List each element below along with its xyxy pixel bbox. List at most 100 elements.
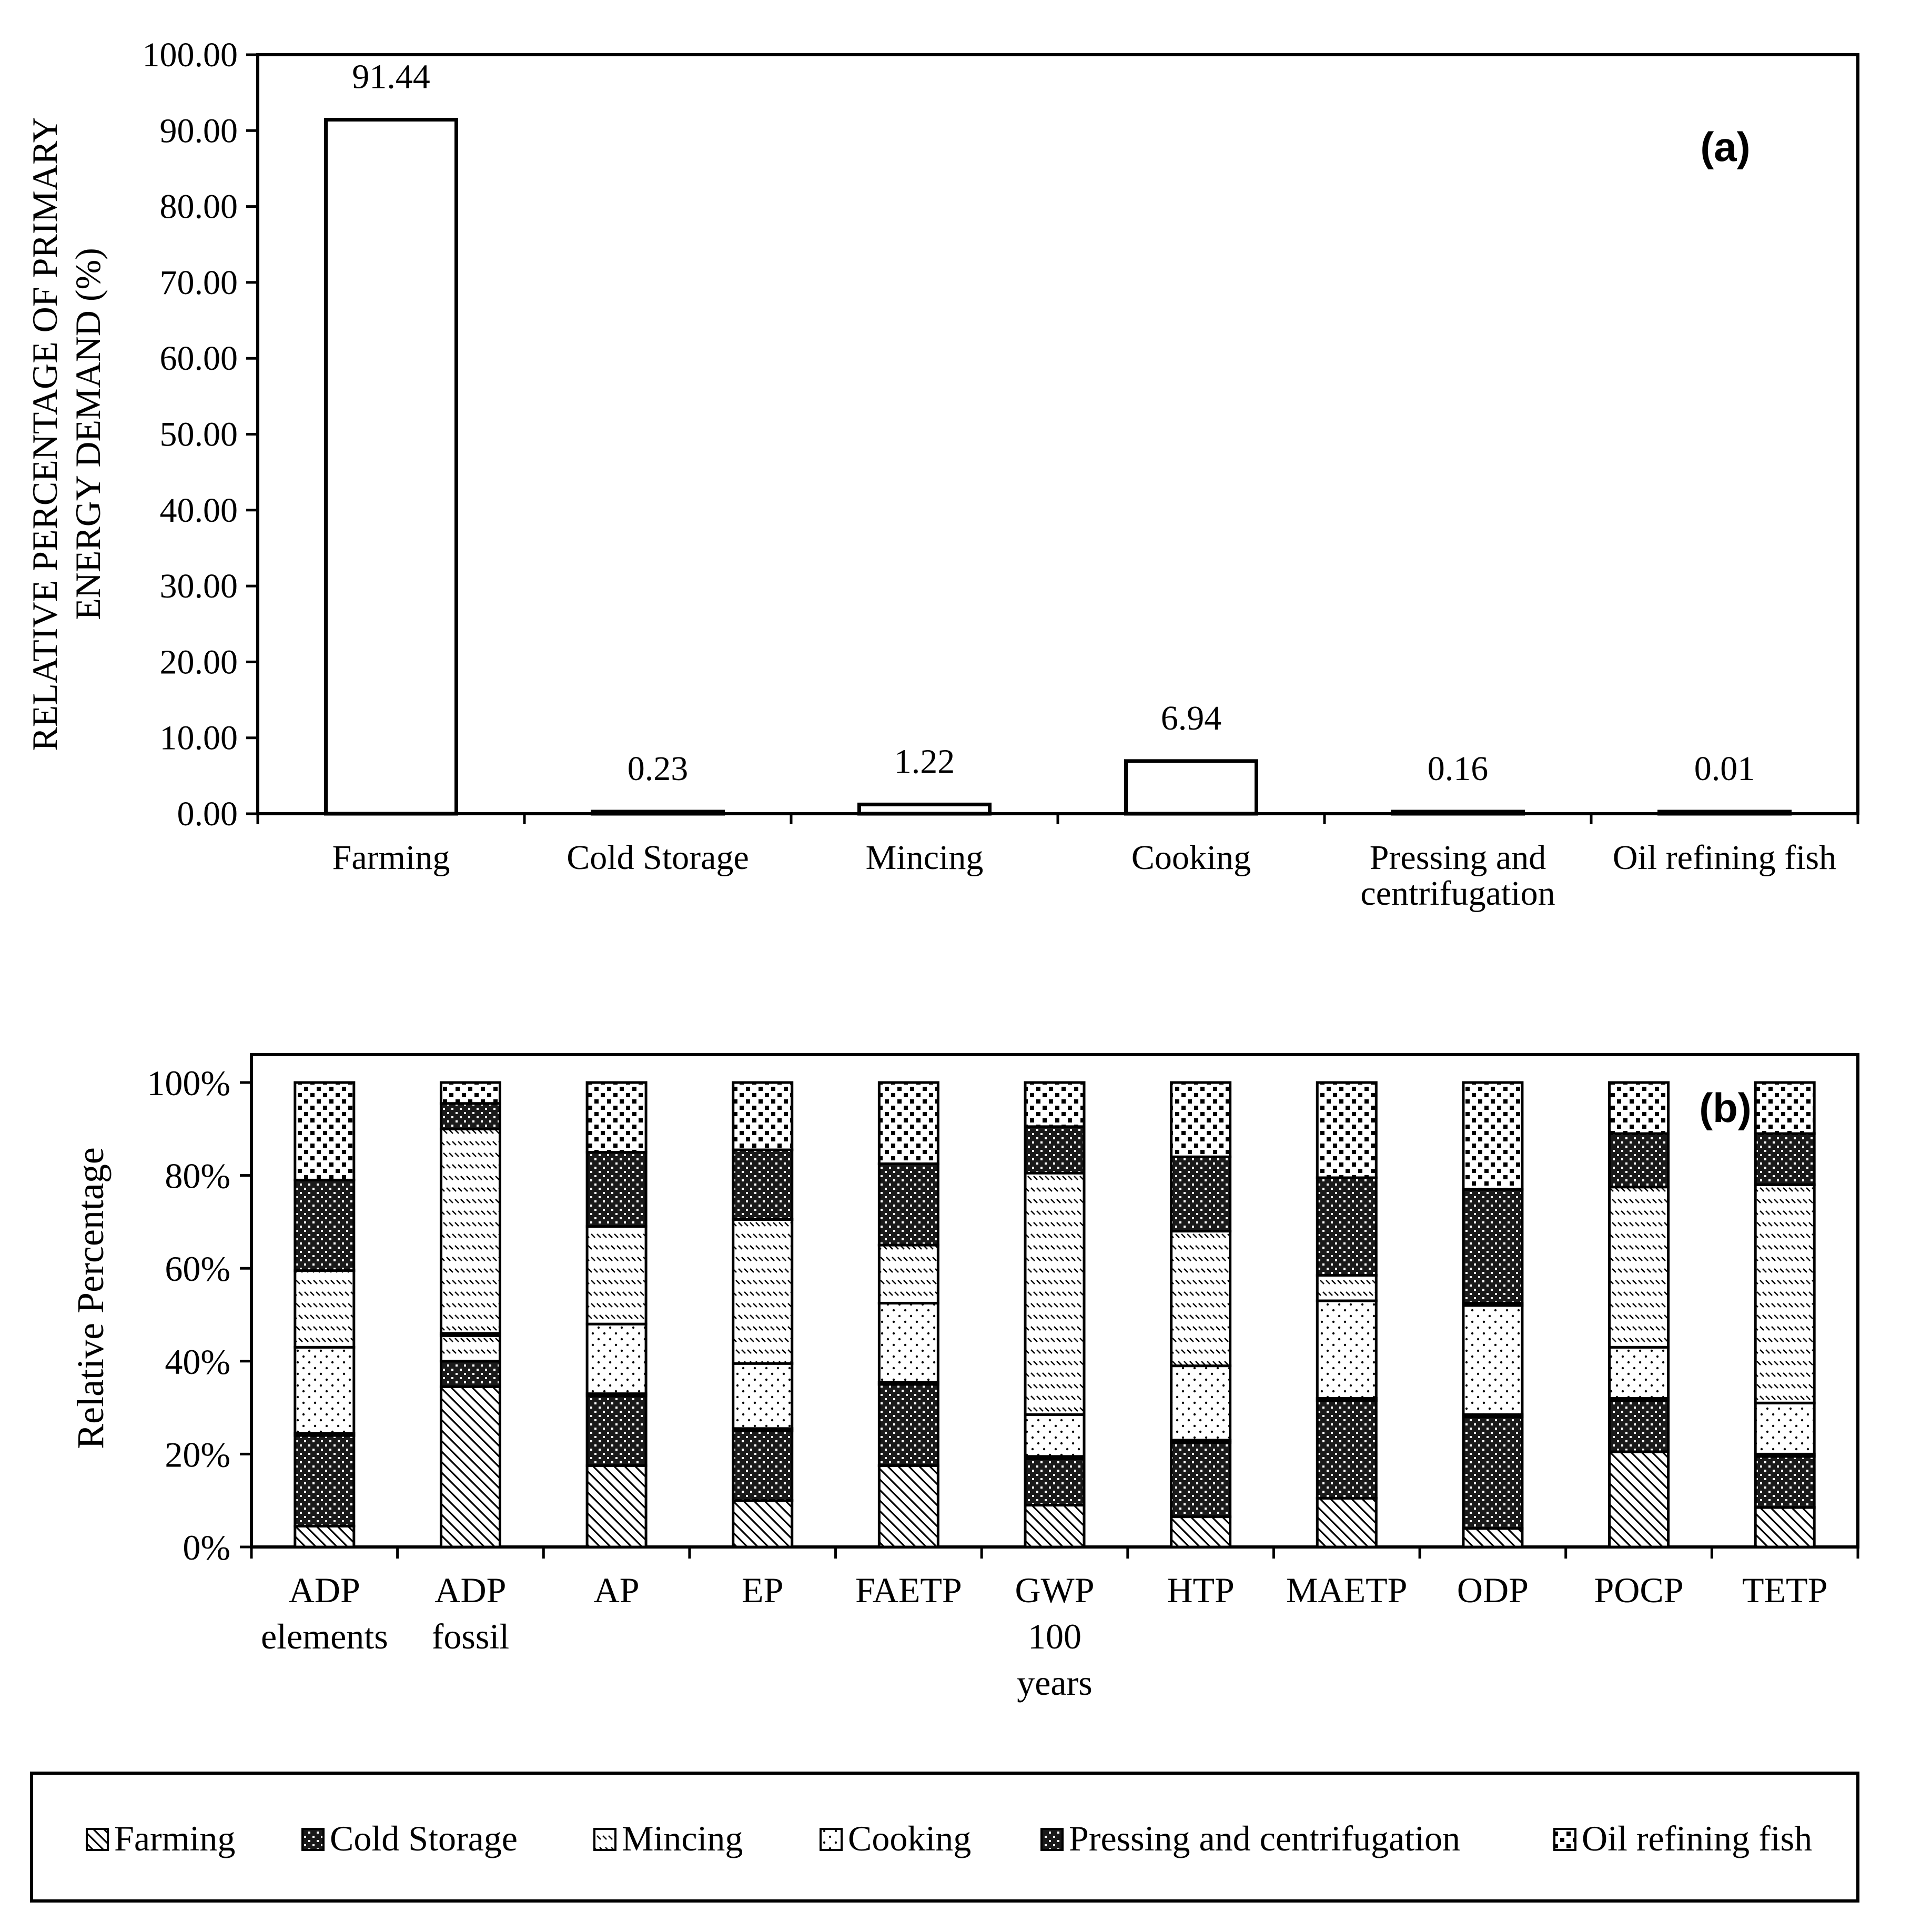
chart-b-category-label: 100 (1028, 1616, 1081, 1656)
chart-b-segment (877, 1301, 939, 1384)
chart-a-frame (256, 53, 1859, 815)
chart-b-segment (294, 1269, 356, 1349)
chart-b-category-label: AP (594, 1570, 640, 1610)
chart-a-category-label: Farming (332, 838, 450, 877)
chart-a-ytick-label: 10.00 (160, 719, 238, 757)
chart-a-category-label: Cold Storage (567, 838, 749, 877)
chart-b-category-label: ODP (1457, 1570, 1529, 1610)
chart-a-bar (1657, 810, 1792, 816)
chart-b-segment (1316, 1081, 1378, 1179)
chart-b-segment (585, 1081, 648, 1154)
chart-b-segment (1462, 1527, 1524, 1549)
chart-b-segment (439, 1360, 501, 1388)
chart-b-segment (877, 1243, 939, 1304)
chart-b-segment (1024, 1504, 1086, 1549)
chart-b-segment (1754, 1132, 1816, 1186)
chart-a-ylabel-line-2: ENERGY DEMAND (%) (68, 248, 108, 620)
legend-label: Farming (114, 1818, 235, 1858)
chart-b-segment (1170, 1230, 1232, 1368)
chart-b-segment (1462, 1415, 1524, 1530)
chart-b-category-label: years (1017, 1663, 1092, 1703)
chart-a-category-label: Mincing (866, 838, 984, 877)
chart-b-segment (1462, 1304, 1524, 1416)
chart-a-panel-label: (a) (1700, 124, 1750, 170)
chart-b-segment (877, 1081, 939, 1166)
chart-b-segment (732, 1362, 794, 1430)
chart-a: 0.00 10.00 20.00 30.00 40.00 50.00 60.00 70.00 8… (25, 36, 1859, 913)
chart-a-data-label: 6.94 (1161, 699, 1222, 737)
chart-b-segment (439, 1102, 501, 1130)
chart-a-data-label: 1.22 (894, 742, 955, 781)
chart-b-segment (1608, 1186, 1670, 1349)
chart-b-segment (294, 1434, 356, 1528)
chart-a-category-label: Oil refining fish (1613, 838, 1836, 877)
chart-b-segment (1608, 1081, 1670, 1135)
chart-b-ytick-label: 80% (165, 1156, 230, 1196)
chart-b-segment (1024, 1413, 1086, 1458)
chart-b-category-label: GWP (1015, 1570, 1094, 1610)
chart-a-bar (1124, 759, 1258, 816)
chart-a-category-label: centrifugation (1360, 874, 1555, 913)
chart-b-segment (1316, 1299, 1378, 1400)
legend: Farming Cold Storage Mincing Cooking Pressin… (30, 1772, 1859, 1903)
chart-b-segment (1170, 1515, 1232, 1549)
chart-b-segment (1754, 1455, 1816, 1509)
chart-b-segment (1170, 1081, 1232, 1158)
chart-a-category-label: Cooking (1131, 838, 1251, 877)
chart-b-segment (1608, 1399, 1670, 1453)
chart-b-segment (439, 1334, 501, 1363)
chart-b-segment (439, 1081, 501, 1105)
chart-b-category-label: EP (742, 1570, 783, 1610)
chart-b-segment (1024, 1457, 1086, 1507)
chart-b-segment (1754, 1183, 1816, 1404)
chart-a-ytick-label: 100.00 (143, 36, 238, 74)
chart-b-segment (1754, 1401, 1816, 1455)
chart-b-segment (1316, 1496, 1378, 1549)
chart-a-ytick-label: 90.00 (160, 112, 238, 150)
chart-b-segment (732, 1218, 794, 1365)
chart-b-segment (439, 1385, 501, 1549)
chart-b-panel-label: (b) (1699, 1085, 1752, 1131)
chart-b-ytick-label: 0% (183, 1528, 230, 1567)
chart-b-segment (294, 1524, 356, 1549)
legend-label: Cooking (848, 1818, 971, 1858)
chart-a-ytick-label: 60.00 (160, 339, 238, 378)
chart-a-data-label: 91.44 (352, 58, 430, 96)
chart-b-segment (877, 1383, 939, 1467)
chart-a-ytick-label: 20.00 (160, 643, 238, 681)
legend-swatch (301, 1828, 325, 1851)
chart-a-data-label: 0.16 (1428, 750, 1489, 788)
legend-label: Mincing (622, 1818, 743, 1858)
chart-b-ytick-label: 60% (165, 1249, 230, 1289)
legend-swatch (1040, 1828, 1064, 1851)
chart-b-ytick-label: 20% (165, 1434, 230, 1474)
chart-a-data-label: 0.23 (628, 750, 689, 788)
chart-b-segment (294, 1346, 356, 1435)
chart-b-segment (1608, 1132, 1670, 1189)
legend-swatch (1553, 1828, 1576, 1851)
legend-swatch (820, 1828, 843, 1851)
chart-b-segment (1316, 1176, 1378, 1277)
chart-b-segment (1754, 1081, 1816, 1135)
chart-b-segment (1170, 1364, 1232, 1442)
chart-b-segment (585, 1322, 648, 1395)
chart-b-segment (1754, 1506, 1816, 1549)
chart-b-segment (1170, 1441, 1232, 1519)
chart-a-category-label: Pressing and (1370, 838, 1546, 877)
legend-label: Oil refining fish (1582, 1818, 1812, 1858)
chart-b-segment (1024, 1081, 1086, 1128)
chart-b-segment (1170, 1155, 1232, 1233)
chart-b-segment (732, 1148, 794, 1221)
chart-b-category-label: POCP (1594, 1570, 1683, 1610)
chart-a-ytick-label: 40.00 (160, 491, 238, 530)
chart-b-segment (585, 1394, 648, 1467)
chart-a-data-label: 0.01 (1694, 750, 1755, 788)
chart-b-segment (1462, 1081, 1524, 1191)
chart-a-bar (591, 810, 725, 816)
chart-b-segment (1024, 1125, 1086, 1175)
chart-b-segment (1316, 1399, 1378, 1500)
chart-b-segment (439, 1127, 501, 1335)
chart-b-segment (877, 1464, 939, 1549)
chart-b-segment (732, 1081, 794, 1151)
chart-b-ytick-label: 40% (165, 1342, 230, 1382)
